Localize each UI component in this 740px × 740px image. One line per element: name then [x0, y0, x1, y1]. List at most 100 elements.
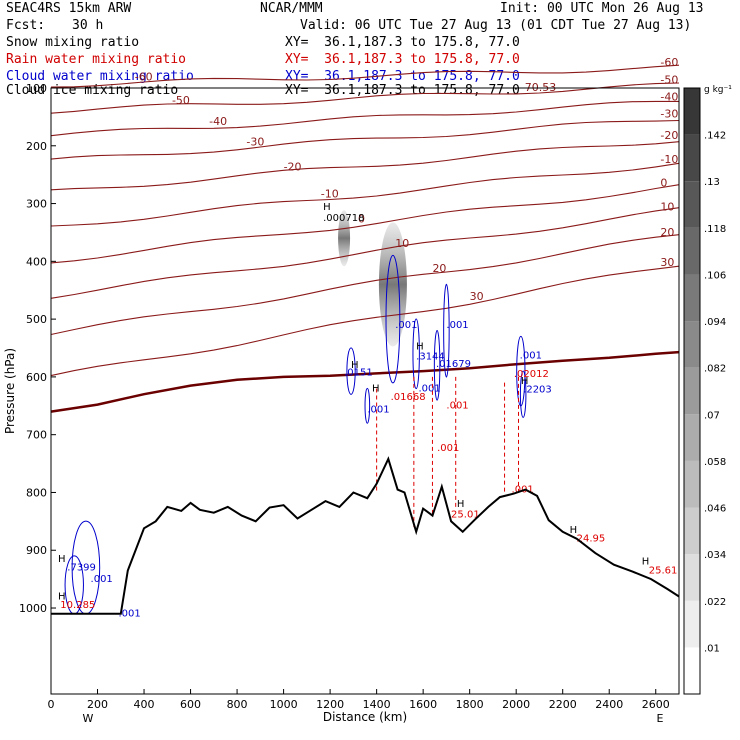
- colorbar-tick-label: .082: [704, 364, 726, 375]
- colorbar-cell: [684, 414, 700, 461]
- temperature-contours: -60 -60 -50 -50 -40 -40 -30 -30 -20 -20 -10 -10 0 0 10…: [50, 56, 680, 413]
- colorbar-tick-label: .118: [704, 224, 726, 235]
- isotherm-label: -10: [660, 153, 678, 166]
- legend-cloudice-label: Cloud ice mixing ratio: [6, 83, 179, 98]
- isotherm-line: [50, 265, 680, 377]
- colorbar-tick-label: .094: [704, 317, 726, 328]
- isotherm-label: -60: [135, 71, 153, 84]
- rain-water-label: .02012: [514, 369, 549, 380]
- cloud-water-label: .001: [367, 405, 389, 416]
- legend-cloudwater-label: Cloud water mixing ratio: [6, 69, 194, 84]
- cloud-water-label: .2203: [523, 385, 552, 396]
- isotherm-label: -20: [660, 129, 678, 142]
- x-tick-label: 1400: [363, 698, 391, 711]
- terrain-profile: [51, 456, 680, 615]
- colorbar: .01 .022 .034 .046 .058 .07 .082 .094 .106 .118 .1…: [683, 85, 732, 695]
- colorbar-cell: [684, 321, 700, 368]
- cloud-water-max-marker: H: [416, 342, 424, 353]
- cloud-water-contour: [385, 254, 401, 384]
- colorbar-cell: [684, 134, 700, 182]
- fcst-value: 30 h: [72, 18, 104, 33]
- y-tick-label: 400: [26, 255, 47, 268]
- legend-snow-xy: XY= 36.1,187.3 to 175.8, 77.0: [285, 35, 520, 50]
- rain-water-label: 25.61: [649, 565, 678, 576]
- x-tick-label: 1200: [316, 698, 344, 711]
- x-tick-label: 2600: [642, 698, 670, 711]
- isotherm-label: -60: [660, 56, 678, 69]
- isotherm-label: 0: [358, 213, 365, 226]
- rain-water-contours: .01668 .02012 .001 .001 .001 25.01 24.95 25.61 1…: [58, 202, 677, 611]
- isotherm-label: -30: [246, 136, 264, 149]
- colorbar-cell: [684, 460, 700, 508]
- x-tick-label: 1800: [456, 698, 484, 711]
- isotherm-label: -50: [660, 74, 678, 87]
- terrain-line: [51, 456, 680, 615]
- cloud-water-contours: .001 .3144 .001 .0151 .001 .01679 .001 .001 .220…: [58, 254, 552, 620]
- rain-water-label: 10.285: [60, 600, 95, 611]
- y-tick-label: 600: [26, 371, 47, 384]
- plot-frame: [50, 87, 680, 695]
- y-tick-label: 300: [26, 198, 47, 211]
- colorbar-cell: [684, 274, 700, 322]
- cloud-water-max-marker: H: [521, 376, 529, 387]
- fcst-label: Fcst:: [6, 18, 46, 33]
- legend-snow-label: Snow mixing ratio: [6, 35, 140, 50]
- x-tick-label: 200: [87, 698, 108, 711]
- cloud-water-max-marker: H: [58, 554, 66, 565]
- cloud-water-contour: [433, 330, 441, 401]
- colorbar-cell: [684, 600, 700, 648]
- isotherm-label: 0: [660, 177, 667, 190]
- x-tick-label: 1000: [270, 698, 298, 711]
- snow-max-marker: H: [323, 202, 331, 213]
- isotherm-line: [50, 234, 680, 336]
- cloud-water-label: .001: [418, 383, 440, 394]
- colorbar-tick-label: .13: [704, 177, 720, 188]
- colorbar-tick-label: .106: [704, 270, 726, 281]
- rain-water-max-marker: H: [58, 591, 66, 602]
- cloud-water-contour: [519, 370, 527, 418]
- y-axis-label: Pressure (hPa): [3, 348, 17, 434]
- colorbar-tick-label: .07: [704, 410, 720, 421]
- isotherm-label: 20: [660, 226, 674, 239]
- y-tick-label: 500: [26, 313, 47, 326]
- x-tick-label: 0: [48, 698, 55, 711]
- rain-water-label: 25.01: [451, 509, 480, 520]
- x-tick-label: 800: [227, 698, 248, 711]
- cloud-water-label: .001: [446, 320, 468, 331]
- snow-max-label: .000718: [323, 213, 364, 224]
- colorbar-tick-label: .058: [704, 457, 726, 468]
- isotherm-line: [50, 141, 680, 191]
- x-tick-label: 400: [134, 698, 155, 711]
- cloud-water-label: .3144: [416, 352, 445, 363]
- y-tick-label: 1000: [19, 602, 47, 615]
- isotherm-label: -50: [172, 94, 190, 107]
- isotherm-line: [50, 184, 680, 264]
- rain-water-max-marker: H: [372, 383, 380, 394]
- cloud-water-max-marker: H: [351, 360, 359, 371]
- colorbar-cell: [684, 647, 700, 694]
- rain-water-label: .001: [437, 443, 459, 454]
- rain-water-label: .001: [446, 401, 468, 412]
- x-tick-label: 2200: [549, 698, 577, 711]
- cloud-water-contour: [364, 387, 371, 424]
- isotherm-line: [50, 100, 679, 137]
- rain-water-max-marker: H: [457, 499, 465, 510]
- legend-cloudwater-xy: XY= 36.1,187.3 to 175.8, 77.0: [285, 69, 520, 84]
- x-axis-label: Distance (km): [323, 710, 407, 724]
- x-tick-label: 2400: [595, 698, 623, 711]
- rain-water-label: .01668: [391, 392, 426, 403]
- isotherm-line: [50, 207, 680, 299]
- isotherm-label: 20: [432, 262, 446, 275]
- isotherm-line: [50, 119, 680, 160]
- colorbar-frame: [683, 87, 701, 695]
- colorbar-tick-label: .142: [704, 131, 726, 142]
- colorbar-tick-label: .046: [704, 504, 726, 515]
- isotherm-label: -20: [284, 161, 302, 174]
- freezing-level-line: [50, 350, 680, 413]
- snow-area: [338, 210, 351, 267]
- isotherm-label: -40: [209, 115, 227, 128]
- colorbar-cell: [684, 367, 700, 415]
- cloud-water-label: .001: [118, 609, 140, 620]
- y-tick-label: 700: [26, 429, 47, 442]
